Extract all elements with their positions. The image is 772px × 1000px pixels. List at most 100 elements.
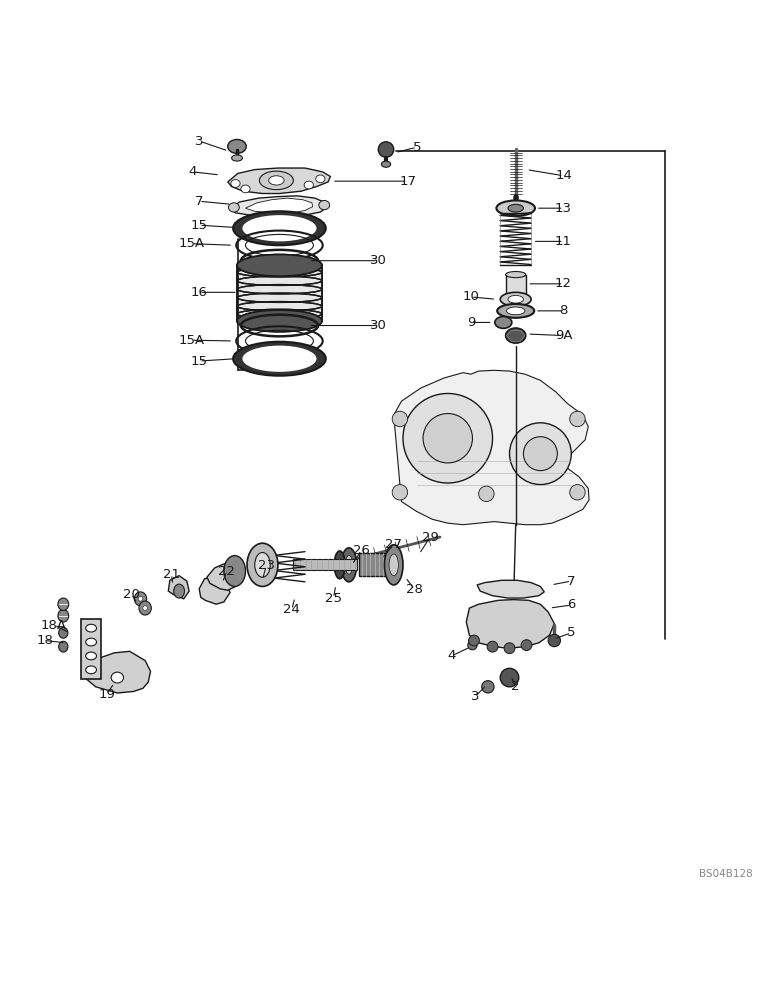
Polygon shape xyxy=(83,651,151,693)
Ellipse shape xyxy=(506,271,526,278)
Text: 12: 12 xyxy=(555,277,572,290)
Ellipse shape xyxy=(59,641,68,652)
Polygon shape xyxy=(477,580,544,598)
Text: 3: 3 xyxy=(470,690,479,703)
Text: 2: 2 xyxy=(511,680,520,693)
Ellipse shape xyxy=(237,310,322,332)
Text: 18: 18 xyxy=(36,634,53,647)
Text: 6: 6 xyxy=(567,598,575,611)
Ellipse shape xyxy=(506,307,525,315)
Polygon shape xyxy=(466,600,554,648)
Ellipse shape xyxy=(506,328,526,343)
Ellipse shape xyxy=(506,293,526,299)
Text: 18A: 18A xyxy=(41,619,67,632)
Ellipse shape xyxy=(523,437,557,471)
Ellipse shape xyxy=(570,411,585,427)
Text: 9A: 9A xyxy=(555,329,572,342)
Ellipse shape xyxy=(392,411,408,427)
Text: 3: 3 xyxy=(195,135,204,148)
Ellipse shape xyxy=(269,176,284,185)
Text: 14: 14 xyxy=(555,169,572,182)
Ellipse shape xyxy=(59,627,68,638)
Text: 5: 5 xyxy=(567,626,576,639)
Polygon shape xyxy=(207,563,241,590)
Ellipse shape xyxy=(384,545,403,585)
Ellipse shape xyxy=(86,652,96,660)
Ellipse shape xyxy=(242,215,317,241)
Ellipse shape xyxy=(508,295,523,303)
Text: 30: 30 xyxy=(370,319,387,332)
Text: 13: 13 xyxy=(555,202,572,215)
Ellipse shape xyxy=(423,414,472,463)
Text: 30: 30 xyxy=(370,254,387,267)
Ellipse shape xyxy=(231,180,240,187)
Text: 25: 25 xyxy=(325,592,342,605)
Ellipse shape xyxy=(247,543,278,586)
Text: 15A: 15A xyxy=(178,237,205,250)
Text: 29: 29 xyxy=(422,531,438,544)
Ellipse shape xyxy=(138,596,143,601)
Ellipse shape xyxy=(345,556,353,574)
Ellipse shape xyxy=(495,316,512,328)
Ellipse shape xyxy=(58,610,69,622)
Text: 5: 5 xyxy=(412,141,422,154)
Ellipse shape xyxy=(233,211,326,245)
Bar xyxy=(506,275,526,296)
Ellipse shape xyxy=(334,551,345,579)
Ellipse shape xyxy=(232,155,242,161)
Ellipse shape xyxy=(487,641,498,652)
Ellipse shape xyxy=(468,641,477,650)
Bar xyxy=(237,265,322,321)
Text: 17: 17 xyxy=(399,175,416,188)
Text: 22: 22 xyxy=(218,565,235,578)
Ellipse shape xyxy=(134,592,147,606)
Polygon shape xyxy=(168,576,189,599)
Ellipse shape xyxy=(341,548,357,582)
Ellipse shape xyxy=(316,175,325,183)
Text: 7: 7 xyxy=(195,195,204,208)
Bar xyxy=(293,559,357,570)
Polygon shape xyxy=(245,198,313,213)
Ellipse shape xyxy=(510,423,571,485)
Text: 19: 19 xyxy=(98,688,115,701)
Ellipse shape xyxy=(469,635,479,646)
Ellipse shape xyxy=(241,185,250,193)
Ellipse shape xyxy=(378,142,394,157)
Text: 15A: 15A xyxy=(178,334,205,347)
Ellipse shape xyxy=(500,292,531,306)
Ellipse shape xyxy=(403,393,493,483)
Ellipse shape xyxy=(143,606,147,610)
Text: 8: 8 xyxy=(560,304,567,317)
Polygon shape xyxy=(230,196,327,217)
Ellipse shape xyxy=(389,554,398,576)
Text: 15: 15 xyxy=(191,219,208,232)
Ellipse shape xyxy=(504,643,515,654)
Text: 28: 28 xyxy=(406,583,423,596)
Text: 27: 27 xyxy=(385,538,402,551)
Ellipse shape xyxy=(233,342,326,376)
Text: 20: 20 xyxy=(123,588,140,601)
Polygon shape xyxy=(199,577,230,604)
Ellipse shape xyxy=(570,485,585,500)
Bar xyxy=(359,553,386,576)
Text: 4: 4 xyxy=(189,165,197,178)
Ellipse shape xyxy=(58,598,69,610)
Ellipse shape xyxy=(242,346,317,372)
Text: 9: 9 xyxy=(467,316,475,329)
Ellipse shape xyxy=(497,304,534,318)
Ellipse shape xyxy=(508,204,523,212)
Text: 24: 24 xyxy=(283,603,300,616)
Ellipse shape xyxy=(255,552,270,577)
Bar xyxy=(81,619,101,679)
Text: 15: 15 xyxy=(191,355,208,368)
Ellipse shape xyxy=(228,139,246,153)
Ellipse shape xyxy=(237,255,322,276)
Ellipse shape xyxy=(548,634,560,647)
Ellipse shape xyxy=(479,486,494,502)
Text: 11: 11 xyxy=(555,235,572,248)
Ellipse shape xyxy=(174,584,185,598)
Text: 21: 21 xyxy=(163,568,180,581)
Ellipse shape xyxy=(259,171,293,190)
Ellipse shape xyxy=(224,556,245,586)
Text: 23: 23 xyxy=(258,559,275,572)
